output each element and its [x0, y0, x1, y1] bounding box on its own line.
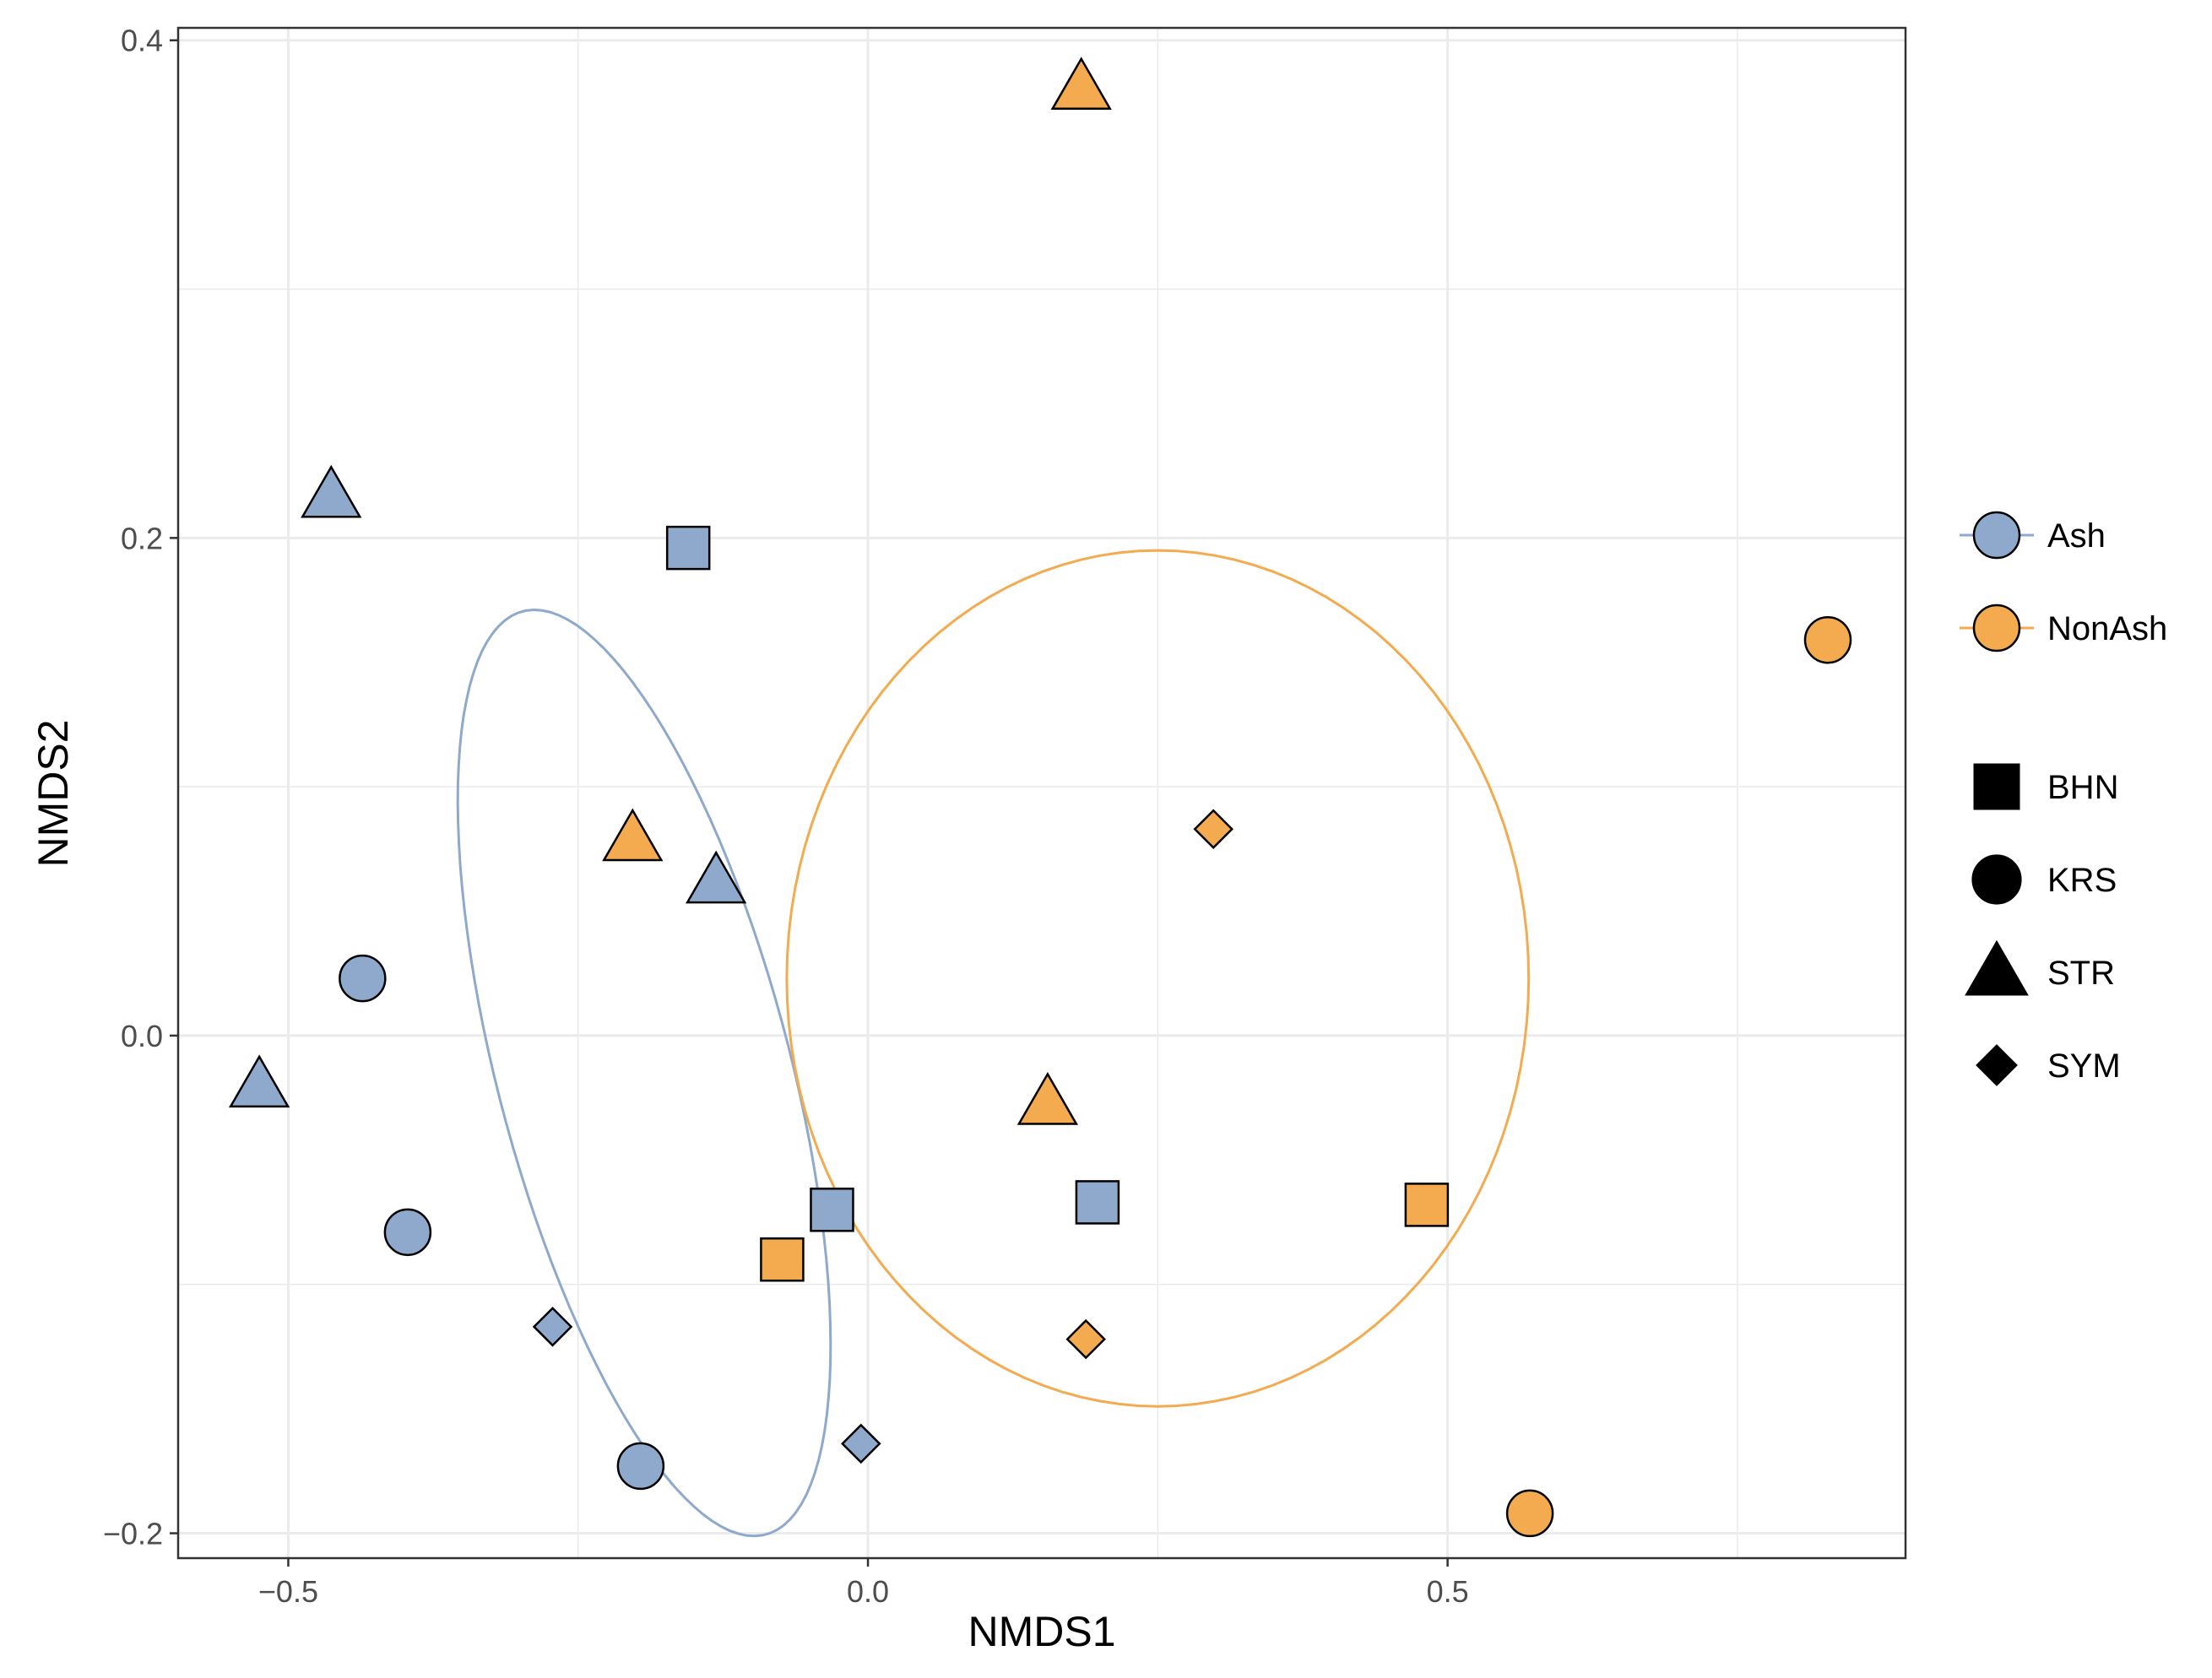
- point-nonash-diamond: [1193, 809, 1233, 850]
- data-points: [228, 57, 1852, 1538]
- ellipse-ash: [456, 608, 832, 1538]
- point-ash-square: [810, 1188, 854, 1232]
- axis-ticks: −0.5 0.0 0.5 −0.2 0.0 0.2 0.4: [103, 24, 1469, 1609]
- point-nonash-circle: [1803, 615, 1852, 664]
- x-tick-label: 0.0: [847, 1574, 889, 1609]
- legend-label-bhn: BHN: [2047, 769, 2118, 806]
- grid-lines: [178, 28, 1906, 1558]
- point-ash-circle: [383, 1208, 432, 1257]
- x-tick-label: 0.5: [1427, 1574, 1469, 1609]
- x-axis-title: NMDS1: [968, 1608, 1115, 1655]
- legend-key-ash: [1972, 511, 2021, 560]
- point-nonash-square: [1404, 1183, 1450, 1227]
- legend: Ash NonAsh BHN KRS STR SYM: [1960, 511, 2167, 1086]
- ellipse-nonash: [785, 549, 1531, 1408]
- point-ash-square: [1075, 1180, 1120, 1225]
- point-nonash-triangle: [1050, 57, 1112, 111]
- y-tick-label: −0.2: [103, 1517, 163, 1551]
- legend-label-ash: Ash: [2047, 517, 2106, 555]
- legend-label-str: STR: [2047, 955, 2115, 992]
- point-ash-square: [665, 525, 711, 571]
- point-nonash-circle: [1505, 1489, 1554, 1538]
- point-ash-triangle: [228, 1054, 290, 1108]
- point-ash-circle: [339, 954, 387, 1003]
- legend-label-krs: KRS: [2047, 862, 2117, 899]
- point-ash-circle: [616, 1442, 665, 1491]
- point-ash-diamond: [841, 1423, 881, 1464]
- x-tick-label: −0.5: [258, 1574, 318, 1609]
- point-ash-diamond: [532, 1307, 573, 1347]
- plot-panel-border: [176, 26, 1907, 1560]
- legend-key-str: [1965, 939, 2029, 996]
- point-ash-triangle: [301, 464, 362, 518]
- legend-key-nonash: [1972, 604, 2021, 652]
- y-tick-label: 0.2: [121, 521, 163, 555]
- legend-label-sym: SYM: [2047, 1047, 2121, 1085]
- point-ash-triangle: [685, 850, 747, 904]
- legend-key-bhn: [1973, 763, 2020, 810]
- y-tick-label: 0.4: [121, 24, 163, 58]
- point-nonash-diamond: [1065, 1318, 1106, 1360]
- point-nonash-triangle: [602, 808, 664, 862]
- legend-label-nonash: NonAsh: [2047, 610, 2167, 647]
- legend-key-sym: [1976, 1044, 2018, 1086]
- y-axis-title: NMDS2: [30, 719, 77, 867]
- point-nonash-triangle: [1017, 1072, 1079, 1125]
- y-tick-label: 0.0: [121, 1019, 163, 1053]
- point-nonash-square: [760, 1237, 805, 1282]
- plot-panel-background: [178, 28, 1906, 1558]
- confidence-ellipses: [456, 549, 1531, 1538]
- legend-key-krs: [1971, 854, 2022, 905]
